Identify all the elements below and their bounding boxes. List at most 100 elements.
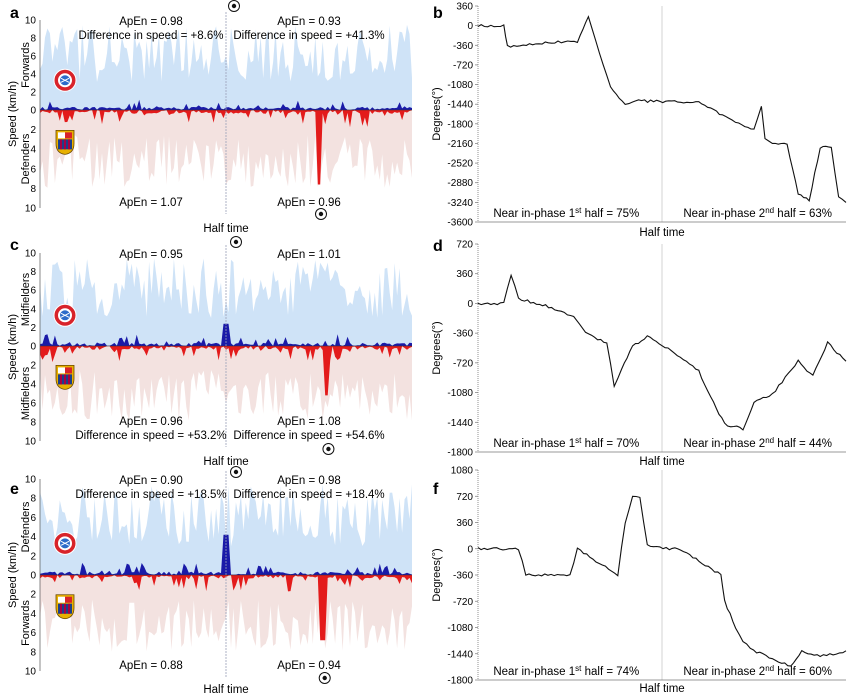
y-tick-label: 720 [456, 492, 473, 503]
annotation-top-right: ApEn = 1.01 [277, 249, 341, 261]
x-axis-title: Half time [639, 456, 684, 468]
annotation-top-left: Difference in speed = +8.6% [79, 30, 224, 42]
bottom-team-speed-difference [40, 110, 412, 185]
y-tick-label: 4 [30, 70, 36, 81]
y-tick-label: 2 [30, 125, 36, 136]
barcelona-logo-stripe [68, 139, 70, 150]
y-tick-label: 8 [30, 418, 36, 429]
superscript: nd [765, 206, 774, 215]
panel-letter: e [10, 481, 19, 498]
annotation-second-half: Near in-phase 2nd half = 60% [683, 664, 832, 679]
y-tick-label: -1800 [447, 448, 473, 459]
barcelona-logo-stripe [60, 603, 62, 614]
y-tick-label: 4 [30, 609, 36, 620]
x-axis-title: Half time [639, 683, 684, 695]
ball-patch [322, 675, 327, 681]
speed-panel-a: 10 8 6 4 2 0 2 4 6 8 10 a Speed (km/h)Forwards Defend… [7, 0, 412, 235]
y-axis-title: Speed (km/h) [7, 81, 19, 147]
annotation-text: half = 75% [581, 208, 639, 220]
barcelona-logo-stripe [68, 603, 70, 614]
y-axis-title: Speed (km/h) [7, 314, 19, 380]
barcelona-logo [55, 594, 75, 620]
y-tick-label: 360 [456, 269, 473, 280]
annotation-first-half: Near in-phase 1st half = 70% [493, 436, 639, 451]
phase-panel-d: 720 360 0 -360 -720 -1080 -1440 -1800 d Degrees(°… [431, 238, 847, 468]
y-tick-label: 0 [467, 299, 473, 310]
speed-panel-e: 10 8 6 4 2 0 2 4 6 8 10 e Speed (km/h)Defenders Forwa… [7, 466, 412, 696]
football-icon [230, 466, 242, 478]
football-icon [318, 672, 331, 684]
bottom-team-label: Forwards [20, 600, 32, 646]
panel-letter: b [433, 5, 443, 22]
y-tick-label: 6 [30, 52, 36, 63]
y-tick-label: 0 [30, 342, 36, 353]
bottom-team-label: Midfielders [20, 366, 32, 420]
y-tick-label: 8 [30, 647, 36, 658]
y-tick-label: 6 [30, 399, 36, 410]
annotation-bottom-right: Difference in speed = +54.6% [233, 430, 384, 442]
bayern-logo-check [60, 312, 70, 318]
annotation-text: Near in-phase 2 [683, 666, 765, 678]
y-axis-title: Degrees(°) [431, 87, 443, 140]
bayern-logo-check [60, 540, 70, 546]
annotation-bottom-left: ApEn = 0.96 [119, 416, 183, 428]
top-team-label: Defenders [20, 501, 32, 552]
y-tick-label: -1440 [447, 418, 473, 429]
barcelona-logo-cross [58, 367, 65, 374]
y-tick-label: 10 [25, 437, 37, 448]
barcelona-logo-cross [58, 596, 65, 603]
annotation-text: Near in-phase 1 [493, 208, 575, 220]
y-tick-label: 8 [30, 267, 36, 278]
barcelona-logo [55, 365, 75, 390]
y-tick-label: -1080 [447, 80, 473, 91]
annotation-text: Near in-phase 2 [683, 438, 765, 450]
phase-panel-b: 360 0 -360 -720 -1080 -1440 -1800 -2160 -2520 -28… [431, 2, 847, 239]
top-team-speed-difference [40, 323, 412, 346]
barcelona-logo-stripe [60, 139, 62, 150]
superscript: st [575, 206, 582, 215]
y-tick-label: 10 [25, 16, 37, 27]
panel-letter: f [433, 481, 439, 498]
y-tick-label: -720 [453, 597, 473, 608]
y-tick-label: 2 [30, 551, 36, 562]
ball-patch [233, 239, 239, 245]
y-tick-label: -1800 [447, 676, 473, 687]
annotation-first-half: Near in-phase 1st half = 75% [493, 206, 639, 221]
annotation-bottom-right: ApEn = 1.08 [277, 416, 341, 428]
y-tick-label: 4 [30, 145, 36, 156]
y-tick-label: 6 [30, 286, 36, 297]
speed-panel-c: 10 8 6 4 2 0 2 4 6 8 10 c Speed (km/h)Midfielders Mid… [7, 236, 412, 468]
y-tick-label: 360 [456, 518, 473, 529]
y-tick-label: -360 [453, 41, 473, 52]
y-tick-label: 4 [30, 304, 36, 315]
y-tick-label: 8 [30, 494, 36, 505]
barcelona-logo-stripes [65, 596, 72, 603]
phase-panel-f: 1080 720 360 0 -360 -720 -1080 -1440 -1800 f Degre… [431, 466, 847, 695]
relative-phase-line [477, 495, 847, 667]
barcelona-logo [55, 129, 75, 155]
barcelona-logo-stripe [64, 139, 66, 150]
y-tick-label: -720 [453, 358, 473, 369]
bayern-logo-check [60, 77, 70, 83]
y-tick-label: 6 [30, 628, 36, 639]
bayern-logo [53, 303, 77, 327]
barcelona-logo-stripes [65, 132, 72, 139]
top-team-label: Midfielders [20, 272, 32, 326]
annotation-second-half: Near in-phase 2nd half = 63% [683, 206, 832, 221]
y-tick-label: 10 [25, 204, 37, 215]
bayern-logo [53, 531, 77, 555]
y-axis-title: Speed (km/h) [7, 542, 19, 608]
annotation-text: half = 63% [774, 208, 832, 220]
annotation-top-right: ApEn = 0.93 [277, 16, 341, 28]
top-team-speed-difference [40, 534, 412, 575]
ball-patch [231, 3, 237, 9]
y-tick-label: 8 [30, 34, 36, 45]
annotation-bottom-right: ApEn = 0.94 [277, 660, 341, 672]
y-tick-label: -360 [453, 571, 473, 582]
annotation-text: Near in-phase 1 [493, 438, 575, 450]
annotation-top-right: ApEn = 0.98 [277, 475, 341, 487]
top-team-speed-difference [40, 99, 412, 110]
annotation-top-left: Difference in speed = +18.5% [75, 489, 226, 501]
x-axis-title: Half time [203, 456, 248, 468]
bayern-logo [53, 68, 77, 92]
